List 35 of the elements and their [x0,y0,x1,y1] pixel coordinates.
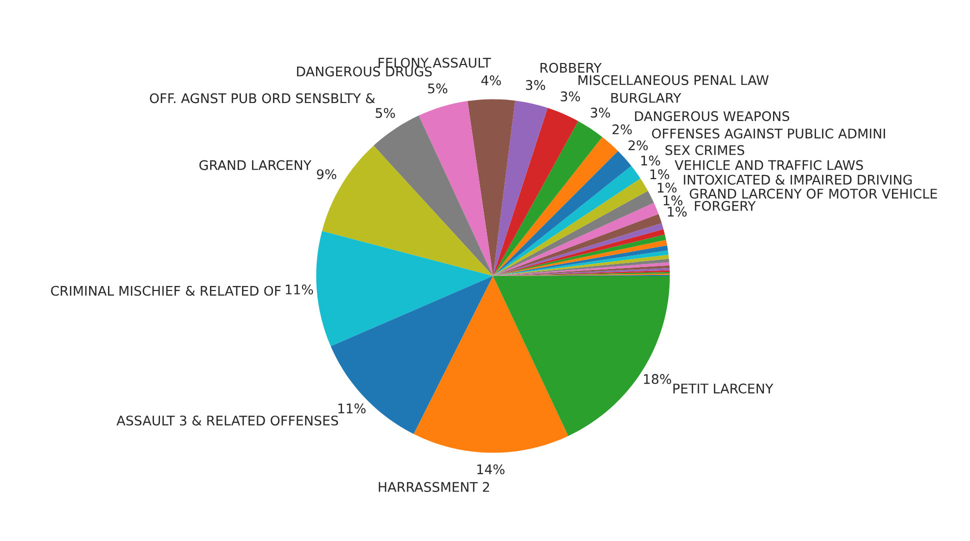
slice-label: VEHICLE AND TRAFFIC LAWS [674,160,863,170]
data-label: 1% [658,182,677,193]
slice-label: OFFENSES AGAINST PUBLIC ADMINI [652,128,885,139]
slice-label: FELONY ASSAULT [378,58,492,68]
slice-label: ROBBERY [540,62,602,73]
slice-label: BURGLARY [611,92,682,103]
data-label: 1% [641,156,660,166]
data-label: 3% [526,80,546,90]
data-label: 3% [590,108,610,118]
data-label: 1% [650,169,670,180]
slice-label: ASSAULT 3 & RELATED OFFENSES [116,416,338,426]
data-label: 2% [612,124,632,134]
slice-label: SEX CRIMES [666,145,744,156]
data-label: 9% [316,169,336,180]
slice-label: GRAND LARCENY OF MOTOR VEHICLE [690,188,937,199]
data-label: 5% [376,108,395,118]
data-label: 11% [338,403,366,414]
data-label: 1% [668,206,687,217]
data-label: 14% [477,464,504,474]
slice-label: FORGERY [694,200,756,211]
slice-label: MISCELLANEOUS PENAL LAW [578,75,769,86]
data-label: 5% [428,83,448,94]
slice-label: INTOXICATED & IMPAIRED DRIVING [684,174,912,185]
data-label: 3% [560,91,580,102]
data-label: 1% [664,195,682,206]
slice-label: DANGEROUS WEAPONS [635,111,790,122]
slice-label: PETIT LARCENY [673,384,774,394]
slice-label: OFF. AGNST PUB ORD SENSBLTY & [150,93,375,104]
slice-label: GRAND LARCENY [199,160,312,170]
data-label: 2% [628,140,648,150]
data-label: 18% [644,374,672,384]
slice-label: CRIMINAL MISCHIEF & RELATED OF [51,286,281,296]
slice-label: HARRASSMENT 2 [378,482,490,492]
data-label: 11% [286,284,314,294]
data-label: 4% [481,75,501,86]
